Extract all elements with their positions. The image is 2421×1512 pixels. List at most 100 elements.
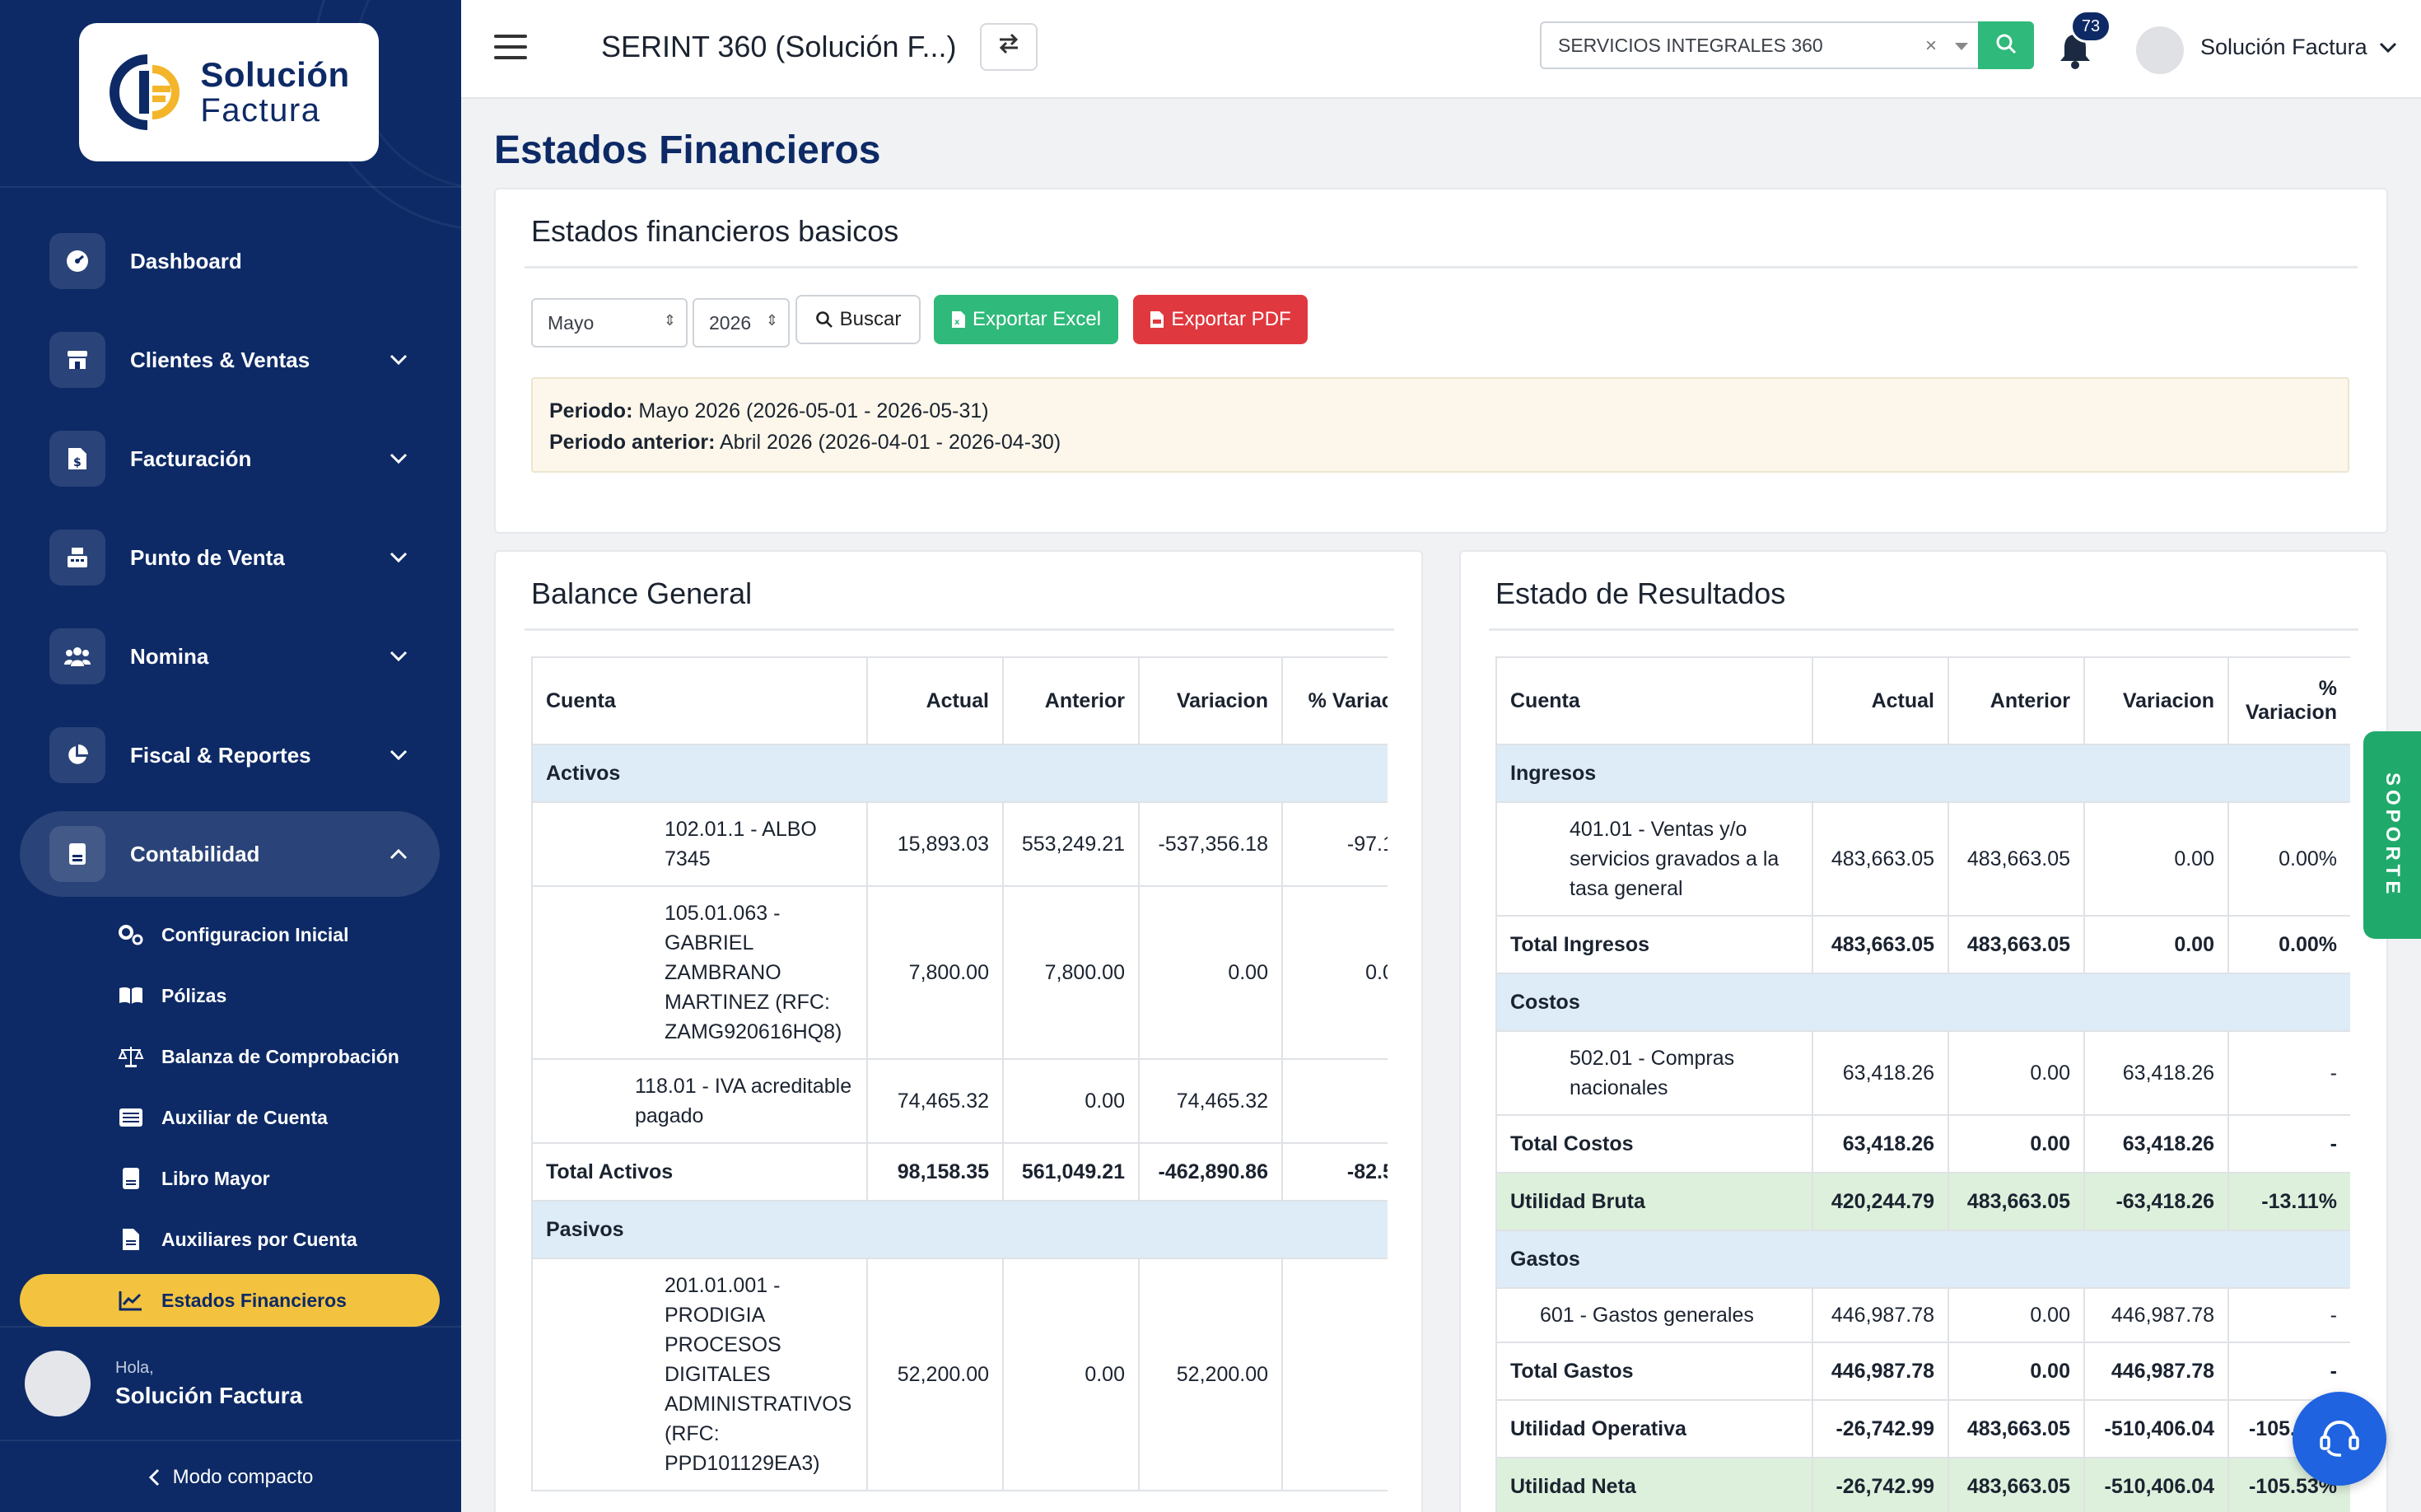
logo-line1: Solución — [200, 55, 350, 94]
variacion-cell: 63,418.26 — [2083, 1114, 2229, 1174]
support-tab[interactable]: SOPORTE — [2363, 731, 2421, 939]
col-header-cuenta: Cuenta — [1495, 656, 1813, 745]
sidebar-item-fiscal-reportes[interactable]: Fiscal & Reportes — [20, 712, 440, 798]
anterior-cell: 483,663.05 — [1948, 1172, 2085, 1231]
variacion-cell: 0.00 — [2083, 915, 2229, 974]
balance-title: Balance General — [531, 576, 753, 610]
sidebar-item-dashboard[interactable]: Dashboard — [20, 218, 440, 304]
anterior-cell: 483,663.05 — [1948, 801, 2085, 917]
anterior-cell: 0.00 — [1948, 1114, 2085, 1174]
resultados-table-scroll[interactable]: Cuenta Actual Anterior Variacion % Varia… — [1495, 656, 2350, 1512]
notifications-button[interactable]: 73 — [2055, 10, 2111, 77]
scale-icon — [117, 1043, 145, 1071]
sidebar-item-punto-venta[interactable]: Punto de Venta — [20, 515, 440, 600]
subitem-balanza[interactable]: Balanza de Comprobación — [20, 1030, 440, 1083]
company-select[interactable]: SERVICIOS INTEGRALES 360 × — [1540, 21, 1988, 69]
user-menu[interactable]: Solución Factura — [2200, 35, 2397, 60]
account-cell: 105.01.063 - GABRIEL ZAMBRANO MARTINEZ (… — [531, 885, 868, 1060]
subitem-label: Libro Mayor — [161, 1167, 270, 1189]
book-icon — [117, 1164, 145, 1192]
total-row-activos: Total Activos 98,158.35 561,049.21 -462,… — [531, 1142, 1388, 1202]
sidebar-item-label: Clientes & Ventas — [130, 347, 310, 372]
filters-card-title: Estados financieros basicos — [531, 214, 899, 248]
table-row: 401.01 - Ventas y/o servicios gravados a… — [1495, 801, 2350, 917]
subitem-label: Auxiliar de Cuenta — [161, 1106, 328, 1128]
pct-cell: 0.00% — [2227, 915, 2350, 974]
avatar[interactable] — [2136, 26, 2184, 74]
subitem-polizas[interactable]: Pólizas — [20, 969, 440, 1022]
sidebar-item-nomina[interactable]: Nomina — [20, 614, 440, 699]
subitem-auxiliares-por-cuenta[interactable]: Auxiliares por Cuenta — [20, 1213, 440, 1266]
chevron-down-icon — [382, 343, 415, 376]
sidebar: Solución Factura Dashboard Clientes & Ve… — [0, 0, 461, 1512]
sidebar-item-label: Nomina — [130, 643, 209, 669]
subitem-libro-mayor[interactable]: Libro Mayor — [20, 1152, 440, 1205]
col-header-cuenta: Cuenta — [531, 656, 868, 745]
actual-cell: 446,987.78 — [1812, 1287, 1949, 1343]
year-select[interactable]: 2026 ⇕ — [693, 298, 790, 348]
col-header-pct-variacion: % Variacion — [1281, 656, 1388, 745]
resultados-divider — [1489, 628, 2358, 631]
sidebar-item-contabilidad[interactable]: Contabilidad — [20, 811, 440, 897]
month-select[interactable]: Mayo ⇕ — [531, 298, 688, 348]
section-row-costos: Costos — [1495, 973, 2350, 1032]
clear-selection-icon[interactable]: × — [1924, 35, 1937, 57]
subitem-label: Estados Financieros — [161, 1289, 347, 1311]
sidebar-item-clientes-ventas[interactable]: Clientes & Ventas — [20, 317, 440, 403]
svg-text:$: $ — [73, 456, 82, 469]
company-title: SERINT 360 (Solución F...) — [601, 30, 957, 63]
balance-table-scroll[interactable]: Cuenta Actual Anterior Variacion % Varia… — [531, 656, 1388, 1512]
export-excel-button[interactable]: x Exportar Excel — [934, 295, 1118, 344]
subitem-configuracion-inicial[interactable]: Configuracion Inicial — [20, 908, 440, 961]
hamburger-menu-icon[interactable] — [494, 35, 527, 63]
anterior-cell: 0.00 — [1948, 1030, 2085, 1116]
table-header-row: Cuenta Actual Anterior Variacion % Varia… — [531, 656, 1388, 745]
chat-button[interactable] — [2293, 1392, 2386, 1486]
sidebar-user[interactable]: Hola, Solución Factura — [0, 1326, 461, 1441]
account-cell: 502.01 - Compras nacionales — [1495, 1030, 1813, 1116]
section-label: Pasivos — [531, 1200, 1388, 1259]
users-icon — [49, 628, 105, 684]
account-cell: 118.01 - IVA acreditable pagado — [531, 1058, 868, 1144]
app-logo[interactable]: Solución Factura — [79, 23, 379, 161]
resultados-title: Estado de Resultados — [1495, 576, 1786, 610]
pct-cell: - — [1281, 1258, 1388, 1491]
actual-cell: 52,200.00 — [866, 1258, 1004, 1491]
subitem-estados-financieros[interactable]: Estados Financieros — [20, 1274, 440, 1327]
table-header-row: Cuenta Actual Anterior Variacion % Varia… — [1495, 656, 2350, 745]
subitem-auxiliar-cuenta[interactable]: Auxiliar de Cuenta — [20, 1091, 440, 1144]
variacion-cell: 446,987.78 — [2083, 1287, 2229, 1343]
anterior-cell: 483,663.05 — [1948, 1457, 2085, 1512]
total-label: Total Activos — [531, 1142, 868, 1202]
chevron-left-icon — [148, 1468, 160, 1486]
chevron-down-icon — [2379, 42, 2397, 54]
anterior-cell: 0.00 — [1948, 1342, 2085, 1401]
pct-cell: - — [2227, 1114, 2350, 1174]
total-row-gastos: Total Gastos 446,987.78 0.00 446,987.78 … — [1495, 1342, 2350, 1401]
compact-mode-toggle[interactable]: Modo compacto — [0, 1443, 461, 1512]
subitem-label: Configuracion Inicial — [161, 923, 349, 945]
sidebar-item-label: Facturación — [130, 446, 252, 471]
section-label: Gastos — [1495, 1230, 2350, 1289]
actual-cell: 63,418.26 — [1812, 1030, 1949, 1116]
total-row-ingresos: Total Ingresos 483,663.05 483,663.05 0.0… — [1495, 915, 2350, 974]
export-pdf-label: Exportar PDF — [1171, 308, 1291, 330]
company-search-button[interactable] — [1978, 21, 2034, 69]
search-button[interactable]: Buscar — [795, 295, 921, 344]
sidebar-item-facturacion[interactable]: $ Facturación — [20, 416, 440, 502]
store-icon — [49, 332, 105, 388]
total-label: Total Gastos — [1495, 1342, 1813, 1401]
caret-down-icon — [1955, 43, 1968, 50]
actual-cell: 446,987.78 — [1812, 1342, 1949, 1401]
filters-card — [494, 188, 2388, 534]
ledger-icon — [49, 826, 105, 882]
period-info: Periodo: Mayo 2026 (2026-05-01 - 2026-05… — [531, 377, 2349, 473]
switch-company-button[interactable] — [980, 23, 1038, 71]
greeting: Hola, — [115, 1358, 154, 1377]
logo-line2: Factura — [200, 92, 321, 128]
total-label: Total Costos — [1495, 1114, 1813, 1174]
actual-cell: 483,663.05 — [1812, 915, 1949, 974]
anterior-cell: 0.00 — [1002, 1058, 1140, 1144]
export-pdf-button[interactable]: Exportar PDF — [1133, 295, 1308, 344]
variacion-cell: -462,890.86 — [1138, 1142, 1283, 1202]
